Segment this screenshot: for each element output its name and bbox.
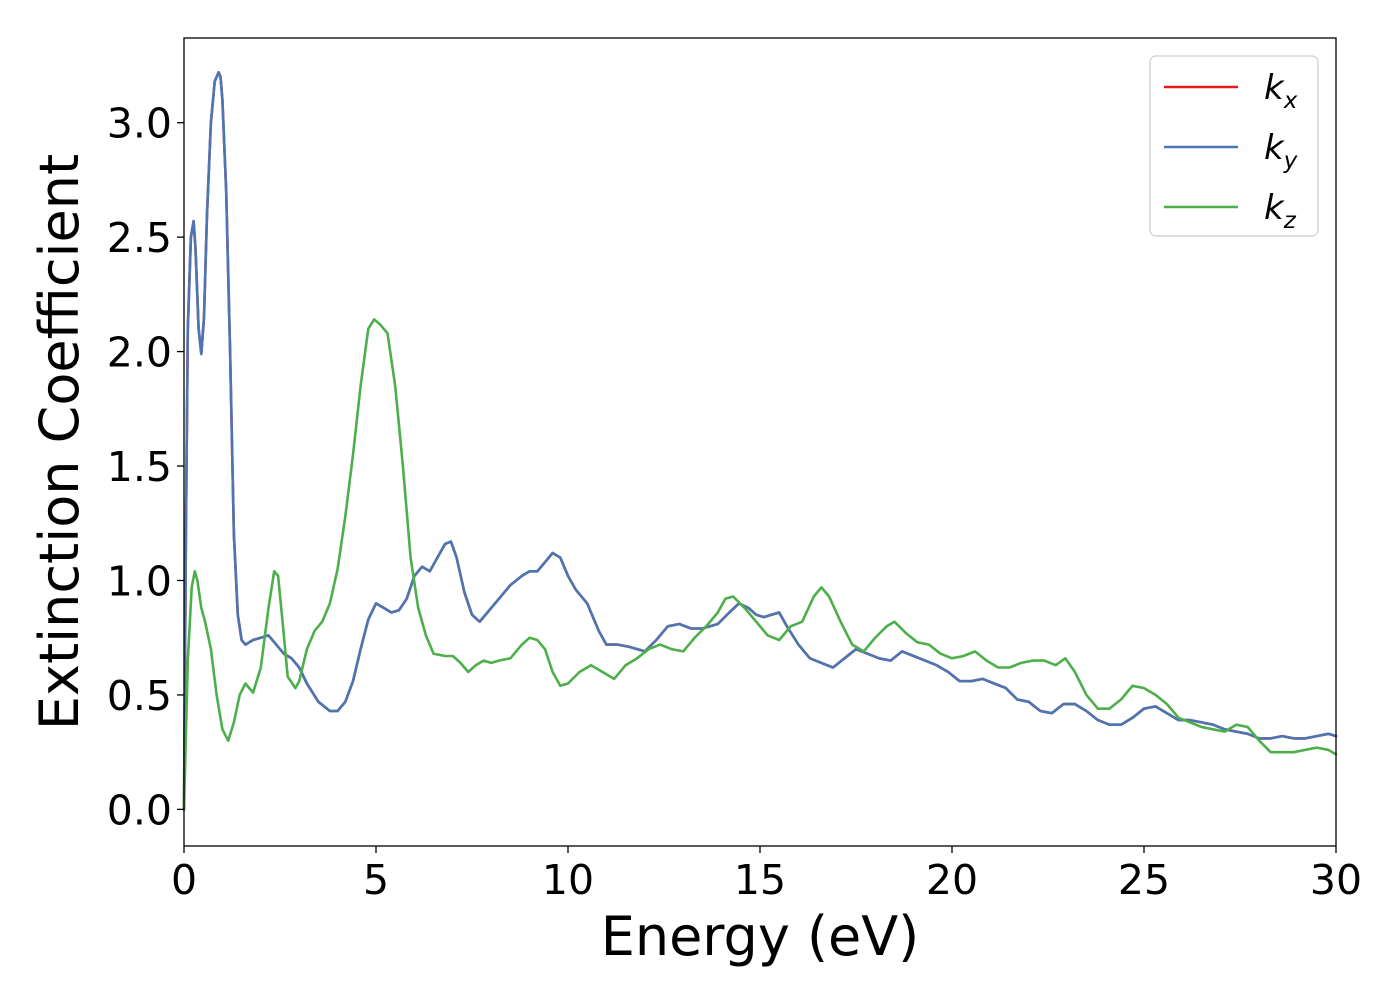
series-layer bbox=[182, 71, 1338, 811]
x-tick-label: 20 bbox=[926, 856, 978, 904]
y-tick-label: 0.0 bbox=[107, 786, 172, 834]
y-tick-label: 1.5 bbox=[107, 443, 172, 491]
y-axis-label: Extinction Coefficient bbox=[28, 154, 91, 730]
legend-label-k-x: kx bbox=[1264, 68, 1298, 114]
x-tick-label: 5 bbox=[363, 856, 389, 904]
y-tick-label: 1.0 bbox=[107, 557, 172, 605]
legend-label-k-z: kz bbox=[1264, 188, 1297, 234]
x-axis-label: Energy (eV) bbox=[601, 905, 920, 968]
x-tick-label: 30 bbox=[1310, 856, 1362, 904]
x-tick-label: 10 bbox=[542, 856, 594, 904]
legend: kx ky kz bbox=[1149, 55, 1319, 237]
legend-label-k-y: ky bbox=[1264, 128, 1298, 174]
y-axis: 0.0 0.5 1.0 1.5 2.0 2.5 3.0 bbox=[107, 100, 184, 834]
y-tick-label: 0.5 bbox=[107, 672, 172, 720]
x-tick-label: 15 bbox=[734, 856, 786, 904]
y-tick-label: 3.0 bbox=[107, 100, 172, 148]
series-line-k-z bbox=[182, 318, 1338, 811]
x-tick-label: 25 bbox=[1118, 856, 1170, 904]
x-axis: 0 5 10 15 20 25 30 bbox=[171, 846, 1362, 904]
y-tick-label: 2.5 bbox=[107, 214, 172, 262]
x-tick-label: 0 bbox=[171, 856, 197, 904]
y-tick-label: 2.0 bbox=[107, 329, 172, 377]
series-line-k-y bbox=[182, 71, 1338, 811]
